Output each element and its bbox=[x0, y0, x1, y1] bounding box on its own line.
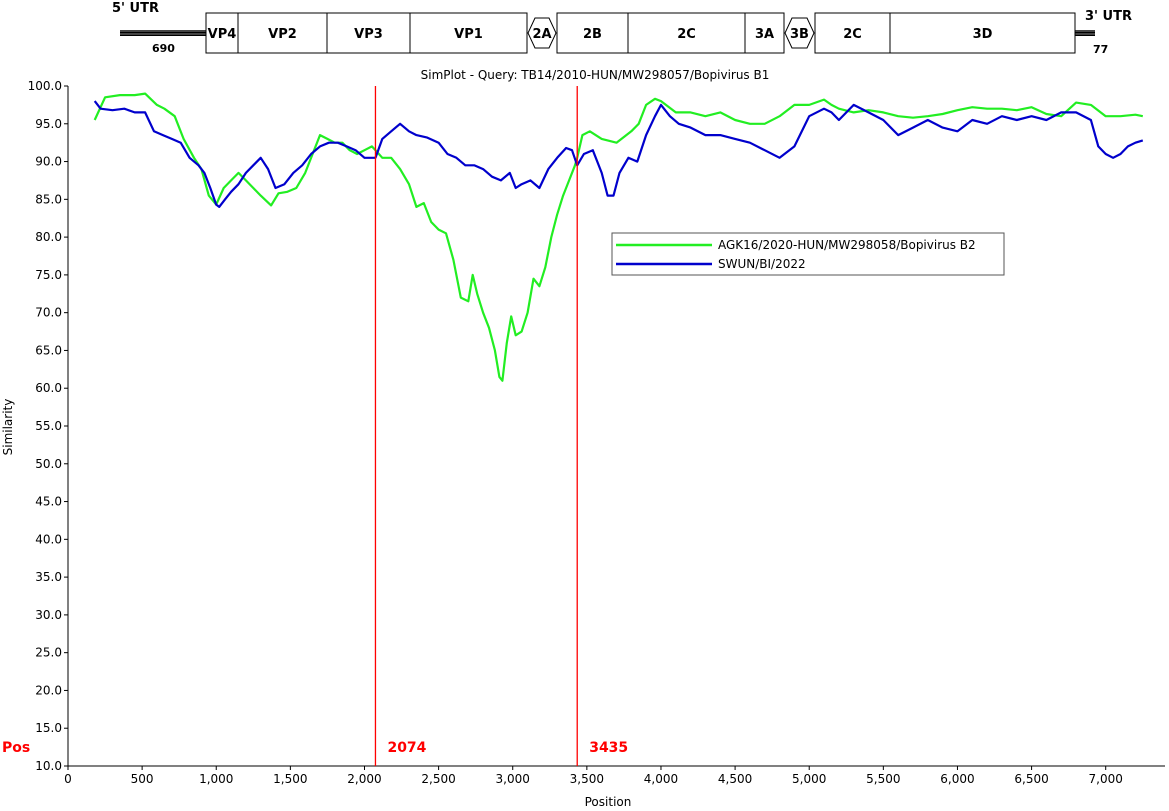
y-tick-label: 35.0 bbox=[35, 570, 62, 584]
y-tick-label: 75.0 bbox=[35, 268, 62, 282]
x-axis-label: Position bbox=[585, 795, 632, 809]
gene-label-3: VP3 bbox=[354, 27, 383, 42]
utr3-length: 77 bbox=[1093, 43, 1108, 56]
x-tick-label: 7,000 bbox=[1089, 772, 1123, 786]
y-tick-label: 25.0 bbox=[35, 646, 62, 660]
gene-box-11 bbox=[889, 12, 1076, 54]
utr5-length: 690 bbox=[152, 42, 175, 55]
gene-label-6: 2B bbox=[583, 27, 602, 42]
y-tick-label: 40.0 bbox=[35, 532, 62, 546]
y-tick-label: 55.0 bbox=[35, 419, 62, 433]
breakpoint-label-1: 2074 bbox=[387, 740, 426, 756]
gene-label-4: VP1 bbox=[454, 27, 483, 42]
y-tick-label: 95.0 bbox=[35, 117, 62, 131]
legend-box bbox=[611, 232, 1005, 276]
gene-label-7: 2C bbox=[677, 27, 696, 42]
gene-label-2: VP2 bbox=[268, 27, 297, 42]
utr3-bar bbox=[1075, 30, 1095, 36]
gene-box-5 bbox=[527, 17, 557, 49]
gene-label-1: VP4 bbox=[208, 27, 237, 42]
gene-label-11: 3D bbox=[973, 27, 993, 42]
y-tick-label: 90.0 bbox=[35, 155, 62, 169]
y-tick-label: 100.0 bbox=[28, 79, 62, 93]
gene-box-1 bbox=[205, 12, 239, 54]
x-tick-label: 6,500 bbox=[1014, 772, 1048, 786]
gene-box-9 bbox=[784, 17, 815, 49]
gene-box-3 bbox=[326, 12, 411, 54]
x-tick-label: 5,500 bbox=[866, 772, 900, 786]
legend: AGK16/2020-HUN/MW298058/Bopivirus B2 SWU… bbox=[611, 232, 1005, 276]
y-tick-label: 20.0 bbox=[35, 683, 62, 697]
y-axis-label: Similarity bbox=[1, 399, 15, 456]
gene-label-9: 3B bbox=[790, 27, 809, 42]
y-tick-label: 85.0 bbox=[35, 192, 62, 206]
utr5-label: 5' UTR bbox=[112, 1, 159, 16]
series-line-1 bbox=[93, 92, 1144, 382]
gene-box-6 bbox=[556, 12, 629, 54]
x-tick-label: 3,500 bbox=[570, 772, 604, 786]
series-line-2 bbox=[93, 100, 1144, 208]
gene-label-8: 3A bbox=[755, 27, 774, 42]
y-tick-label: 45.0 bbox=[35, 495, 62, 509]
y-tick-label: 15.0 bbox=[35, 721, 62, 735]
x-tick-label: 0 bbox=[64, 772, 72, 786]
y-tick-label: 60.0 bbox=[35, 381, 62, 395]
gene-label-5: 2A bbox=[532, 27, 551, 42]
x-tick-label: 4,500 bbox=[718, 772, 752, 786]
x-tick-label: 2,500 bbox=[421, 772, 455, 786]
chart-title: SimPlot - Query: TB14/2010-HUN/MW298057/… bbox=[421, 68, 770, 82]
breakpoint-label-2: 3435 bbox=[589, 740, 628, 756]
y-tick-label: 30.0 bbox=[35, 608, 62, 622]
x-tick-label: 2,000 bbox=[347, 772, 381, 786]
x-tick-label: 1,000 bbox=[199, 772, 233, 786]
gene-label-10: 2C bbox=[843, 27, 862, 42]
x-tick-label: 6,000 bbox=[940, 772, 974, 786]
y-tick-label: 80.0 bbox=[35, 230, 62, 244]
gene-box-10 bbox=[814, 12, 891, 54]
utr3-label: 3' UTR bbox=[1085, 9, 1132, 24]
y-tick-label: 50.0 bbox=[35, 457, 62, 471]
x-tick-label: 3,000 bbox=[496, 772, 530, 786]
legend-label-series-2: SWUN/BI/2022 bbox=[718, 257, 806, 271]
gene-box-8 bbox=[744, 12, 785, 54]
pos-label: Pos bbox=[2, 740, 30, 756]
legend-label-series-1: AGK16/2020-HUN/MW298058/Bopivirus B2 bbox=[718, 238, 976, 252]
x-tick-label: 1,500 bbox=[273, 772, 307, 786]
utr5-bar bbox=[120, 30, 206, 36]
gene-box-4 bbox=[409, 12, 528, 54]
genome-map: 5' UTR 690 3' UTR 77 VP4 VP2 VP3 VP1 2A 2B 2C 3… bbox=[112, 1, 1132, 56]
x-tick-label: 5,000 bbox=[792, 772, 826, 786]
x-tick-label: 4,000 bbox=[644, 772, 678, 786]
y-tick-label: 70.0 bbox=[35, 306, 62, 320]
x-tick-label: 500 bbox=[131, 772, 154, 786]
y-tick-label: 10.0 bbox=[35, 759, 62, 773]
y-tick-label: 65.0 bbox=[35, 343, 62, 357]
